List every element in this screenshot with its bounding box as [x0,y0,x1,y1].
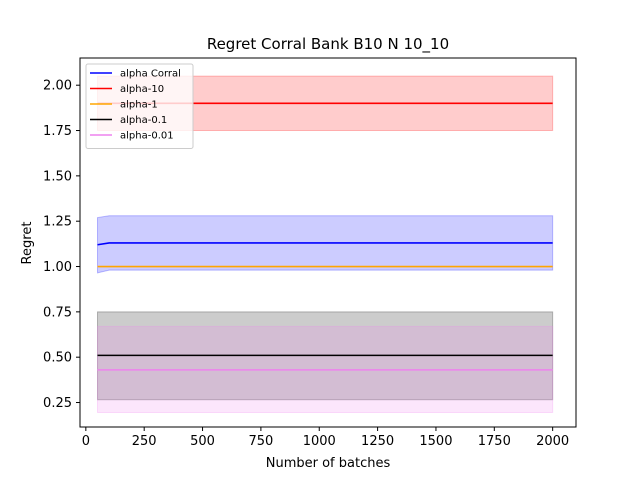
legend-label: alpha Corral [120,69,181,80]
x-tick-label: 750 [248,434,273,449]
y-tick-label: 0.75 [43,305,72,320]
band-alpha-corral [97,215,554,274]
series-line-alpha-corral [97,242,553,246]
legend-label: alpha-1 [120,100,158,111]
y-tick-label: 1.75 [43,124,72,139]
legend-label: alpha-0.01 [120,131,174,142]
x-axis-ticks: 0 250 500 750 1000 1250 1500 1750 2000 [82,427,569,449]
x-tick-label: 1750 [478,434,511,449]
legend-label: alpha-0.1 [120,115,167,126]
legend: alpha Corral alpha-10 alpha-1 alpha-0.1 alph… [85,63,194,149]
x-tick-label: 0 [82,434,90,449]
y-tick-label: 1.25 [43,215,72,230]
legend-label: alpha-10 [120,84,164,95]
x-tick-label: 1500 [419,434,452,449]
plot-frame [79,57,577,428]
y-axis-label: Regret [20,222,35,265]
y-axis-ticks: 0.25 0.50 0.75 1.00 1.25 1.50 1.75 2.00 [43,79,80,411]
x-axis-label: Number of batches [266,456,391,471]
y-tick-label: 0.50 [43,351,72,366]
x-tick-label: 1000 [303,434,336,449]
chart-title: Regret Corral Bank B10 N 10_10 [207,35,449,54]
legend-box [85,63,194,149]
y-tick-label: 1.00 [43,260,72,275]
x-tick-label: 500 [190,434,215,449]
y-tick-label: 2.00 [43,79,72,94]
x-tick-label: 250 [132,434,157,449]
x-tick-label: 2000 [536,434,569,449]
y-tick-label: 1.50 [43,169,72,184]
x-tick-label: 1250 [361,434,394,449]
y-tick-label: 0.25 [43,396,72,411]
